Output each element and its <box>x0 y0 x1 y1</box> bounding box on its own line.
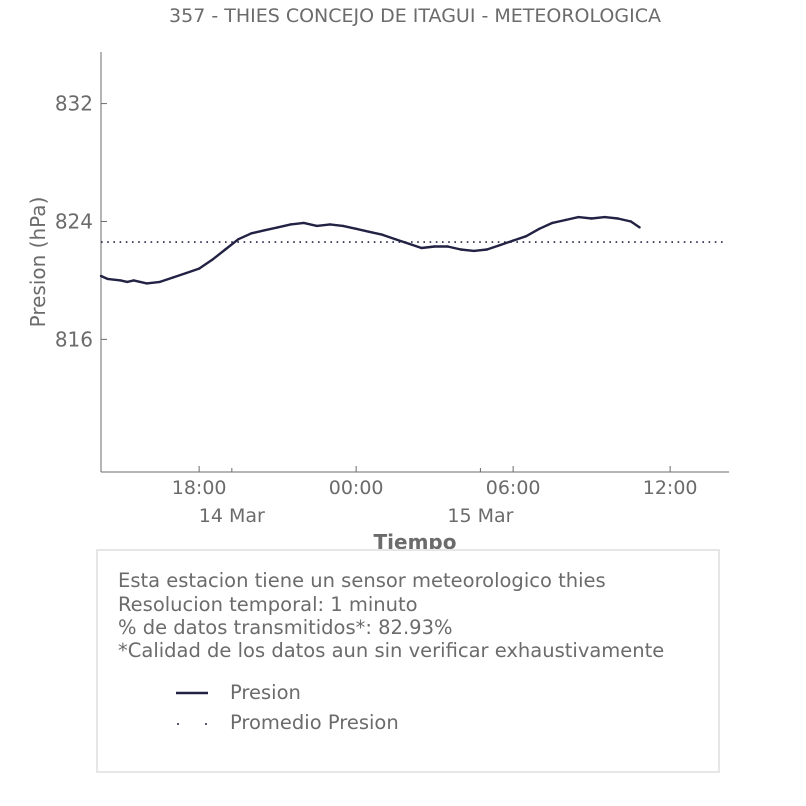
data-point <box>224 248 227 251</box>
chart-title: 357 - THIES CONCEJO DE ITAGUI - METEOROL… <box>169 5 661 27</box>
data-point <box>354 227 358 230</box>
data-point <box>472 249 476 253</box>
y-tick-label: 824 <box>55 209 93 233</box>
series-line-presion <box>100 215 641 285</box>
x-ticks: 18:00 00:00 06:00 12:00 14 Mar 15 Mar <box>172 466 698 527</box>
data-point <box>538 227 541 230</box>
data-point <box>263 229 266 232</box>
data-point <box>158 280 162 284</box>
data-point <box>407 242 410 245</box>
data-point <box>315 224 319 228</box>
info-resolution-text: Resolucion temporal: 1 minuto <box>118 593 418 616</box>
x-tick-label: 12:00 <box>643 477 698 499</box>
x-tick-label: 00:00 <box>329 477 384 499</box>
data-point <box>289 223 292 226</box>
series-group <box>99 215 727 285</box>
y-tick-label: 816 <box>55 327 93 351</box>
date-tick-label: 15 Mar <box>447 505 513 527</box>
data-point <box>381 233 384 236</box>
data-point <box>237 238 240 241</box>
data-point <box>276 226 279 229</box>
data-point <box>145 282 148 285</box>
info-quality-note: *Calidad de los datos aun sin verificar … <box>118 639 665 662</box>
legend-label-presion: Presion <box>230 681 301 704</box>
data-point <box>211 258 214 261</box>
data-point <box>577 215 580 219</box>
legend-item-promedio: Promedio Presion <box>176 711 576 735</box>
data-point <box>629 220 633 223</box>
data-point <box>511 239 515 242</box>
data-point <box>551 221 554 225</box>
data-point <box>126 280 129 284</box>
data-point <box>433 245 436 248</box>
data-point <box>250 232 253 235</box>
data-point <box>590 217 593 220</box>
date-tick-label: 14 Mar <box>199 505 265 527</box>
data-point <box>459 248 462 251</box>
legend-item-presion: Presion <box>176 681 576 705</box>
info-station-text: Esta estacion tiene un sensor meteorolog… <box>118 569 606 592</box>
data-point <box>485 248 489 251</box>
info-box: Esta estacion tiene un sensor meteorolog… <box>96 549 720 773</box>
data-point <box>132 279 135 282</box>
x-tick-label: 06:00 <box>486 477 541 499</box>
x-tick-label: 18:00 <box>172 477 227 499</box>
legend-dotted-line-icon <box>177 723 207 725</box>
data-point <box>638 226 641 229</box>
data-point <box>184 271 188 275</box>
data-point <box>119 279 122 282</box>
data-point <box>394 238 397 241</box>
data-point <box>498 243 502 247</box>
legend-label-promedio: Promedio Presion <box>230 711 399 734</box>
data-point <box>420 246 423 250</box>
data-point <box>99 274 103 278</box>
y-tick-label: 832 <box>55 92 93 116</box>
data-point <box>564 218 567 222</box>
data-point <box>603 215 606 219</box>
legend-solid-line-icon <box>176 691 208 695</box>
data-point <box>368 230 371 233</box>
y-ticks: 832 824 816 <box>55 92 107 351</box>
data-point <box>171 276 175 279</box>
data-point <box>525 235 528 238</box>
data-point <box>446 245 449 248</box>
data-point <box>328 223 332 226</box>
info-transmitted-text: % de datos transmitidos*: 82.93% <box>118 616 453 639</box>
data-point <box>106 277 109 281</box>
data-point <box>302 221 305 225</box>
data-point <box>341 224 345 228</box>
data-point <box>616 217 619 220</box>
data-point <box>197 267 201 270</box>
y-axis-label: Presion (hPa) <box>26 197 50 328</box>
